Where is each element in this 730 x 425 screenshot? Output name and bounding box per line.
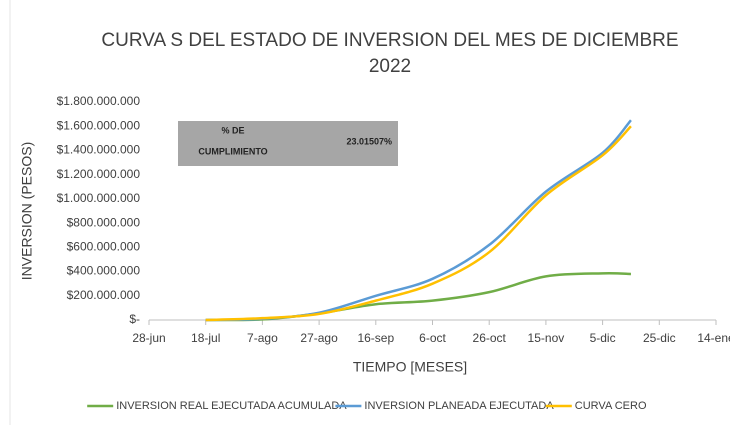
x-tick-label: 6-oct bbox=[419, 331, 446, 345]
y-tick-label: $800.000.000 bbox=[67, 215, 141, 229]
legend-label: CURVA CERO bbox=[575, 400, 647, 412]
y-tick-label: $1.600.000.000 bbox=[57, 118, 141, 132]
x-tick-label: 15-nov bbox=[528, 331, 565, 345]
x-tick-label: 16-sep bbox=[357, 331, 394, 345]
x-tick-label: 5-dic bbox=[590, 331, 616, 345]
x-tick-label: 27-ago bbox=[300, 331, 338, 345]
series-line bbox=[205, 125, 632, 322]
y-tick-label: $1.800.000.000 bbox=[57, 94, 141, 108]
x-tick-label: 26-oct bbox=[473, 331, 507, 345]
annotation-label: % DE bbox=[221, 125, 244, 135]
y-tick-label: $1.200.000.000 bbox=[57, 167, 141, 181]
x-tick-label: 18-jul bbox=[191, 331, 220, 345]
y-tick-label: $200.000.000 bbox=[67, 288, 141, 302]
y-tick-label: $600.000.000 bbox=[67, 240, 141, 254]
chart-title: CURVA S DEL ESTADO DE INVERSION DEL MES … bbox=[101, 30, 679, 77]
x-tick-label: 25-dic bbox=[643, 331, 676, 345]
legend-label: INVERSION REAL EJECUTADA ACUMULADA bbox=[116, 400, 347, 412]
y-tick-label: $1.000.000.000 bbox=[57, 191, 141, 205]
y-tick-label: $400.000.000 bbox=[67, 264, 141, 278]
annotation-label: CUMPLIMIENTO bbox=[198, 146, 267, 156]
x-tick-label: 14-ene bbox=[697, 331, 730, 345]
y-tick-label: $- bbox=[129, 312, 140, 326]
x-tick-label: 28-jun bbox=[132, 331, 165, 345]
series-line bbox=[205, 272, 631, 322]
x-tick-label: 7-ago bbox=[247, 331, 278, 345]
legend-label: INVERSION PLANEADA EJECUTADA bbox=[364, 400, 554, 412]
annotation-value: 23.01507% bbox=[346, 136, 392, 146]
annotation-box bbox=[178, 121, 398, 166]
x-axis-title: TIEMPO [MESES] bbox=[353, 359, 467, 375]
y-tick-label: $1.400.000.000 bbox=[57, 143, 141, 157]
y-axis-title: INVERSION (PESOS) bbox=[19, 142, 35, 280]
